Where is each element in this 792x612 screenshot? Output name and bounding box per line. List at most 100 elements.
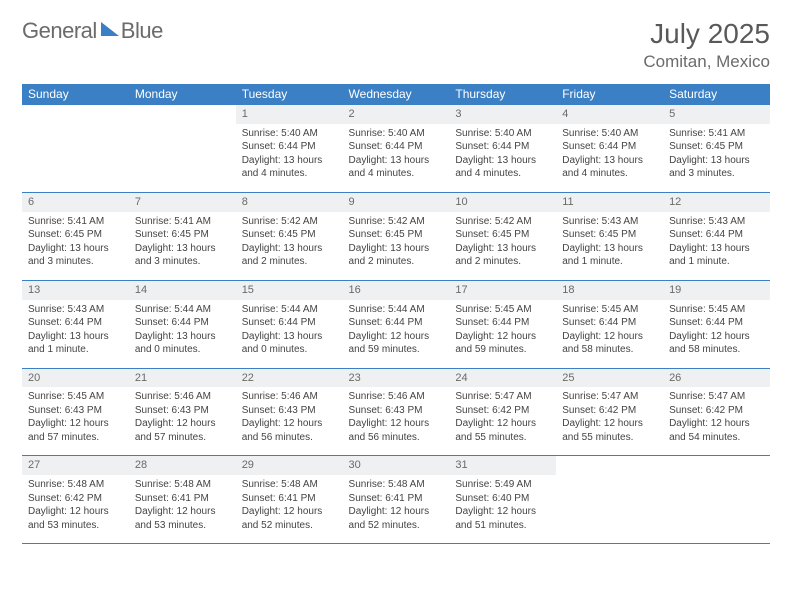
calendar-day-cell: 11Sunrise: 5:43 AMSunset: 6:45 PMDayligh… <box>556 192 663 280</box>
daylight-text: Daylight: 13 hours and 0 minutes. <box>135 330 230 357</box>
day-details: Sunrise: 5:40 AMSunset: 6:44 PMDaylight:… <box>556 124 663 192</box>
calendar-day-cell: 19Sunrise: 5:45 AMSunset: 6:44 PMDayligh… <box>663 280 770 368</box>
day-details: Sunrise: 5:41 AMSunset: 6:45 PMDaylight:… <box>129 212 236 280</box>
calendar-day-cell: 18Sunrise: 5:45 AMSunset: 6:44 PMDayligh… <box>556 280 663 368</box>
sunset-text: Sunset: 6:44 PM <box>562 140 657 154</box>
day-number: 8 <box>236 193 343 212</box>
calendar-day-cell: 17Sunrise: 5:45 AMSunset: 6:44 PMDayligh… <box>449 280 556 368</box>
sunset-text: Sunset: 6:45 PM <box>242 228 337 242</box>
day-details: Sunrise: 5:46 AMSunset: 6:43 PMDaylight:… <box>343 387 450 455</box>
sunset-text: Sunset: 6:44 PM <box>349 140 444 154</box>
calendar-day-cell: 16Sunrise: 5:44 AMSunset: 6:44 PMDayligh… <box>343 280 450 368</box>
month-title: July 2025 <box>643 18 770 50</box>
sunrise-text: Sunrise: 5:40 AM <box>242 127 337 141</box>
brand-word2: Blue <box>121 18 163 44</box>
day-details: Sunrise: 5:42 AMSunset: 6:45 PMDaylight:… <box>236 212 343 280</box>
sunrise-text: Sunrise: 5:44 AM <box>135 303 230 317</box>
calendar-day-cell: 24Sunrise: 5:47 AMSunset: 6:42 PMDayligh… <box>449 368 556 456</box>
sunset-text: Sunset: 6:41 PM <box>349 492 444 506</box>
daylight-text: Daylight: 13 hours and 3 minutes. <box>135 242 230 269</box>
daylight-text: Daylight: 12 hours and 57 minutes. <box>135 417 230 444</box>
daylight-text: Daylight: 12 hours and 56 minutes. <box>242 417 337 444</box>
calendar-week-row: 27Sunrise: 5:48 AMSunset: 6:42 PMDayligh… <box>22 456 770 544</box>
day-details: Sunrise: 5:45 AMSunset: 6:44 PMDaylight:… <box>449 300 556 368</box>
day-number: 1 <box>236 105 343 124</box>
daylight-text: Daylight: 12 hours and 51 minutes. <box>455 505 550 532</box>
day-details: Sunrise: 5:43 AMSunset: 6:45 PMDaylight:… <box>556 212 663 280</box>
sunset-text: Sunset: 6:44 PM <box>562 316 657 330</box>
daylight-text: Daylight: 13 hours and 2 minutes. <box>242 242 337 269</box>
day-number: 6 <box>22 193 129 212</box>
daylight-text: Daylight: 13 hours and 1 minute. <box>562 242 657 269</box>
calendar-day-cell: 7Sunrise: 5:41 AMSunset: 6:45 PMDaylight… <box>129 192 236 280</box>
day-number: 7 <box>129 193 236 212</box>
calendar-day-cell: 10Sunrise: 5:42 AMSunset: 6:45 PMDayligh… <box>449 192 556 280</box>
sunrise-text: Sunrise: 5:45 AM <box>455 303 550 317</box>
daylight-text: Daylight: 13 hours and 3 minutes. <box>669 154 764 181</box>
sunrise-text: Sunrise: 5:41 AM <box>28 215 123 229</box>
calendar-week-row: 6Sunrise: 5:41 AMSunset: 6:45 PMDaylight… <box>22 192 770 280</box>
sunset-text: Sunset: 6:44 PM <box>455 316 550 330</box>
day-details: Sunrise: 5:47 AMSunset: 6:42 PMDaylight:… <box>449 387 556 455</box>
sunrise-text: Sunrise: 5:49 AM <box>455 478 550 492</box>
daylight-text: Daylight: 13 hours and 4 minutes. <box>455 154 550 181</box>
day-details: Sunrise: 5:44 AMSunset: 6:44 PMDaylight:… <box>343 300 450 368</box>
calendar-day-cell: 8Sunrise: 5:42 AMSunset: 6:45 PMDaylight… <box>236 192 343 280</box>
day-details: Sunrise: 5:41 AMSunset: 6:45 PMDaylight:… <box>22 212 129 280</box>
day-details: Sunrise: 5:42 AMSunset: 6:45 PMDaylight:… <box>343 212 450 280</box>
day-number: 13 <box>22 281 129 300</box>
day-details: Sunrise: 5:40 AMSunset: 6:44 PMDaylight:… <box>449 124 556 192</box>
daylight-text: Daylight: 13 hours and 1 minute. <box>669 242 764 269</box>
calendar-day-cell: 21Sunrise: 5:46 AMSunset: 6:43 PMDayligh… <box>129 368 236 456</box>
sunset-text: Sunset: 6:43 PM <box>28 404 123 418</box>
sunrise-text: Sunrise: 5:47 AM <box>455 390 550 404</box>
sunset-text: Sunset: 6:45 PM <box>135 228 230 242</box>
sunrise-text: Sunrise: 5:46 AM <box>349 390 444 404</box>
day-number: 21 <box>129 369 236 388</box>
calendar-day-cell: 29Sunrise: 5:48 AMSunset: 6:41 PMDayligh… <box>236 456 343 544</box>
sunrise-text: Sunrise: 5:45 AM <box>562 303 657 317</box>
calendar-week-row: 13Sunrise: 5:43 AMSunset: 6:44 PMDayligh… <box>22 280 770 368</box>
daylight-text: Daylight: 13 hours and 0 minutes. <box>242 330 337 357</box>
calendar-day-cell: 31Sunrise: 5:49 AMSunset: 6:40 PMDayligh… <box>449 456 556 544</box>
calendar-day-cell: 27Sunrise: 5:48 AMSunset: 6:42 PMDayligh… <box>22 456 129 544</box>
day-header-cell: Thursday <box>449 84 556 105</box>
day-details: Sunrise: 5:48 AMSunset: 6:41 PMDaylight:… <box>343 475 450 543</box>
day-details: Sunrise: 5:44 AMSunset: 6:44 PMDaylight:… <box>236 300 343 368</box>
sunrise-text: Sunrise: 5:40 AM <box>349 127 444 141</box>
daylight-text: Daylight: 13 hours and 2 minutes. <box>349 242 444 269</box>
calendar-day-cell <box>663 456 770 544</box>
sunrise-text: Sunrise: 5:41 AM <box>135 215 230 229</box>
sunset-text: Sunset: 6:41 PM <box>135 492 230 506</box>
brand-logo: General Blue <box>22 18 163 44</box>
sunrise-text: Sunrise: 5:41 AM <box>669 127 764 141</box>
calendar-day-cell: 13Sunrise: 5:43 AMSunset: 6:44 PMDayligh… <box>22 280 129 368</box>
calendar-day-cell: 15Sunrise: 5:44 AMSunset: 6:44 PMDayligh… <box>236 280 343 368</box>
sunrise-text: Sunrise: 5:48 AM <box>349 478 444 492</box>
day-number: 12 <box>663 193 770 212</box>
sunrise-text: Sunrise: 5:42 AM <box>349 215 444 229</box>
sunset-text: Sunset: 6:44 PM <box>349 316 444 330</box>
day-number: 10 <box>449 193 556 212</box>
day-header-cell: Sunday <box>22 84 129 105</box>
day-details: Sunrise: 5:40 AMSunset: 6:44 PMDaylight:… <box>236 124 343 192</box>
daylight-text: Daylight: 13 hours and 4 minutes. <box>242 154 337 181</box>
day-details: Sunrise: 5:40 AMSunset: 6:44 PMDaylight:… <box>343 124 450 192</box>
calendar-day-cell: 26Sunrise: 5:47 AMSunset: 6:42 PMDayligh… <box>663 368 770 456</box>
sunrise-text: Sunrise: 5:45 AM <box>669 303 764 317</box>
sunset-text: Sunset: 6:44 PM <box>28 316 123 330</box>
day-details: Sunrise: 5:45 AMSunset: 6:44 PMDaylight:… <box>556 300 663 368</box>
sunrise-text: Sunrise: 5:40 AM <box>562 127 657 141</box>
day-number: 30 <box>343 456 450 475</box>
sunset-text: Sunset: 6:42 PM <box>669 404 764 418</box>
daylight-text: Daylight: 13 hours and 4 minutes. <box>562 154 657 181</box>
page-header: General Blue July 2025 Comitan, Mexico <box>22 18 770 72</box>
sunrise-text: Sunrise: 5:43 AM <box>669 215 764 229</box>
calendar-day-cell: 5Sunrise: 5:41 AMSunset: 6:45 PMDaylight… <box>663 105 770 193</box>
calendar-day-cell <box>22 105 129 193</box>
daylight-text: Daylight: 13 hours and 2 minutes. <box>455 242 550 269</box>
daylight-text: Daylight: 12 hours and 55 minutes. <box>455 417 550 444</box>
day-number: 29 <box>236 456 343 475</box>
sunset-text: Sunset: 6:42 PM <box>562 404 657 418</box>
day-number: 20 <box>22 369 129 388</box>
